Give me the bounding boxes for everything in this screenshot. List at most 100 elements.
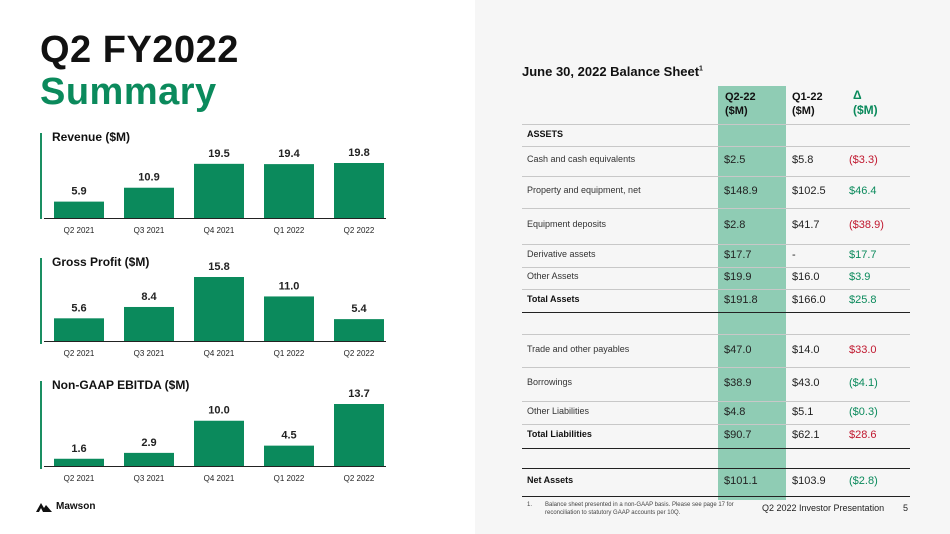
q1-column-header: Q1-22 ($M) xyxy=(792,91,823,117)
q1-value: $14.0 xyxy=(792,344,820,356)
row-label: Borrowings xyxy=(527,377,573,387)
chart-accent-line xyxy=(40,258,42,344)
category-label: Q1 2022 xyxy=(274,474,305,483)
row-label: Total Liabilities xyxy=(527,429,592,439)
bar-value-label: 19.8 xyxy=(348,147,369,159)
chart-bar xyxy=(194,163,244,218)
category-label: Q2 2022 xyxy=(344,349,375,358)
delta-value: ($0.3) xyxy=(849,406,878,418)
page-subtitle: Summary xyxy=(40,71,217,113)
balance-sheet-row: Trade and other payables $47.0 $14.0 $33.0 xyxy=(522,334,910,368)
chart-bar xyxy=(54,458,104,466)
chart-bar xyxy=(334,319,384,341)
chart-bar xyxy=(334,163,384,218)
delta-value: $33.0 xyxy=(849,344,877,356)
delta-value: $3.9 xyxy=(849,271,871,283)
row-label: Other Liabilities xyxy=(527,406,590,416)
delta-value: ($3.3) xyxy=(849,154,878,166)
delta-value: ($38.9) xyxy=(849,219,884,231)
bar-value-label: 19.4 xyxy=(278,148,300,160)
gross-profit-chart: Gross Profit ($M) 5.6 Q2 2021 8.4 Q3 2021 15… xyxy=(40,255,390,365)
category-label: Q4 2021 xyxy=(204,349,235,358)
mountain-logo-icon xyxy=(36,503,52,512)
bar-value-label: 11.0 xyxy=(279,280,300,292)
category-label: Q3 2021 xyxy=(134,474,165,483)
category-label: Q1 2022 xyxy=(274,349,305,358)
q2-value: $2.8 xyxy=(724,219,746,231)
row-label: Trade and other payables xyxy=(527,344,630,354)
q1-value: $103.9 xyxy=(792,475,826,487)
row-label: Net Assets xyxy=(527,475,574,485)
q1-value: $62.1 xyxy=(792,429,820,441)
q2-value: $17.7 xyxy=(724,249,752,261)
delta-value: $28.6 xyxy=(849,429,877,441)
q2-column-header: Q2-22 ($M) xyxy=(725,91,756,117)
section-label: ASSETS xyxy=(527,129,564,139)
chart-bar xyxy=(264,445,314,466)
q1-value: - xyxy=(792,249,796,261)
q2-value: $101.1 xyxy=(724,475,758,487)
balance-sheet-title: June 30, 2022 Balance Sheet1 xyxy=(522,64,703,79)
q2-value: $191.8 xyxy=(724,294,758,306)
q1-value: $5.8 xyxy=(792,154,814,166)
chart-bar xyxy=(194,420,244,466)
chart-title: Gross Profit ($M) xyxy=(52,255,150,269)
bar-value-label: 5.9 xyxy=(71,186,86,198)
bar-value-label: 4.5 xyxy=(281,430,296,442)
category-label: Q3 2021 xyxy=(134,349,165,358)
balance-sheet-row: Other Assets $19.9 $16.0 $3.9 xyxy=(522,267,910,290)
chart-title: Non-GAAP EBITDA ($M) xyxy=(52,378,190,392)
q2-value: $38.9 xyxy=(724,377,752,389)
row-label: Property and equipment, net xyxy=(527,185,641,195)
category-label: Q4 2021 xyxy=(204,474,235,483)
balance-sheet-row: Property and equipment, net $148.9 $102.5 $… xyxy=(522,176,910,209)
q1-value: $16.0 xyxy=(792,271,820,283)
spacer-row xyxy=(522,312,910,335)
revenue-chart: Revenue ($M) 5.9 Q2 2021 10.9 Q3 2021 19.5 Q4… xyxy=(40,130,390,240)
bar-value-label: 5.4 xyxy=(351,303,367,315)
logo-text: Mawson xyxy=(56,500,96,512)
q1-value: $102.5 xyxy=(792,185,826,197)
page-number: 5 xyxy=(903,503,909,513)
category-label: Q3 2021 xyxy=(134,226,165,235)
bar-value-label: 10.0 xyxy=(208,405,229,417)
q2-value: $90.7 xyxy=(724,429,752,441)
delta-value: $17.7 xyxy=(849,249,877,261)
chart-bar xyxy=(194,277,244,341)
chart-bar xyxy=(124,452,174,466)
delta-value: ($4.1) xyxy=(849,377,878,389)
bar-value-label: 10.9 xyxy=(138,172,159,184)
section-row-assets: ASSETS xyxy=(522,124,910,147)
footnote-text: Balance sheet presented in a non-GAAP ba… xyxy=(545,502,734,516)
row-label: Total Assets xyxy=(527,294,580,304)
gross-profit-chart-svg: 5.6 Q2 2021 8.4 Q3 2021 15.8 Q4 2021 11.0 Q1 20… xyxy=(44,261,386,358)
q1-value: $41.7 xyxy=(792,219,820,231)
revenue-chart-svg: 5.9 Q2 2021 10.9 Q3 2021 19.5 Q4 2021 19.4 Q1 2… xyxy=(44,147,386,235)
category-label: Q4 2021 xyxy=(204,226,235,235)
footer-text: Q2 2022 Investor Presentation xyxy=(762,503,885,513)
category-label: Q2 2021 xyxy=(64,474,95,483)
ebitda-chart-svg: 1.6 Q2 2021 2.9 Q3 2021 10.0 Q4 2021 4.5 Q1 202… xyxy=(44,388,386,483)
q1-value: $166.0 xyxy=(792,294,826,306)
q2-value: $2.5 xyxy=(724,154,746,166)
bar-value-label: 19.5 xyxy=(208,148,229,160)
bar-value-label: 5.6 xyxy=(71,302,86,314)
bar-value-label: 2.9 xyxy=(141,437,156,449)
chart-bar xyxy=(264,296,314,341)
balance-sheet-row: Other Liabilities $4.8 $5.1 ($0.3) xyxy=(522,401,910,425)
balance-sheet-row: Cash and cash equivalents $2.5 $5.8 ($3.3) xyxy=(522,146,910,177)
row-label: Cash and cash equivalents xyxy=(527,154,636,164)
row-label: Equipment deposits xyxy=(527,219,607,229)
spacer-row xyxy=(522,448,910,469)
chart-bar xyxy=(54,201,104,218)
chart-accent-line xyxy=(40,133,42,219)
delta-column-header: Δ ($M) xyxy=(853,88,878,117)
balance-sheet-row: Borrowings $38.9 $43.0 ($4.1) xyxy=(522,367,910,402)
category-label: Q2 2022 xyxy=(344,474,375,483)
bar-value-label: 1.6 xyxy=(71,443,86,455)
category-label: Q2 2021 xyxy=(64,226,95,235)
footnote-number: 1. xyxy=(527,502,533,508)
delta-value: $25.8 xyxy=(849,294,877,306)
q1-value: $5.1 xyxy=(792,406,814,418)
page-title: Q2 FY2022 xyxy=(40,29,239,71)
